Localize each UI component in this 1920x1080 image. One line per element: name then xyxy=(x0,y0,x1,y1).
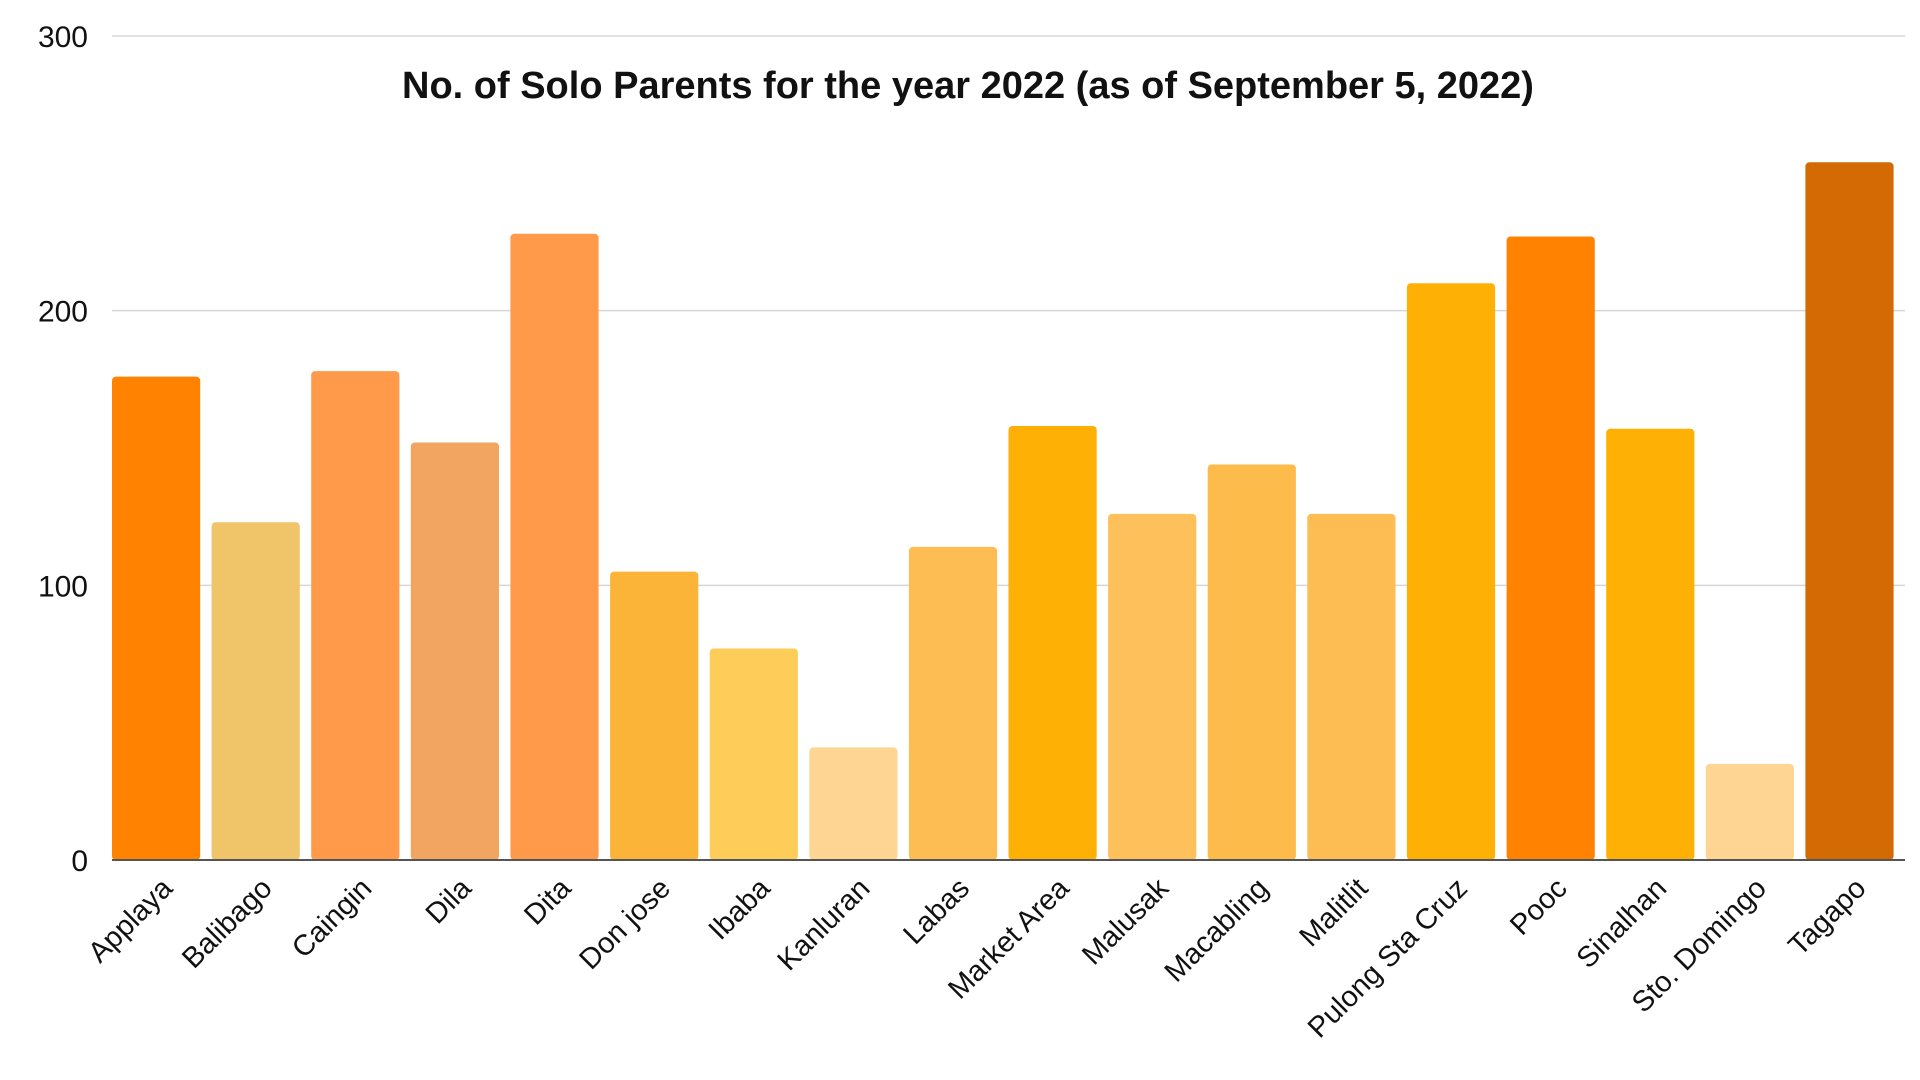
x-tick-label: Kanluran xyxy=(772,872,877,977)
y-tick-label: 200 xyxy=(38,296,88,329)
bar-market-area xyxy=(1008,426,1097,860)
bar-caingin xyxy=(311,371,400,860)
y-tick-label: 300 xyxy=(38,21,88,54)
bar-ibaba xyxy=(709,648,798,860)
x-tick-label: Labas xyxy=(897,872,975,950)
x-tick-label: Ibaba xyxy=(703,872,778,947)
y-tick-label: 0 xyxy=(71,845,88,878)
bar-kanluran xyxy=(809,747,898,860)
x-tick-label: Balibago xyxy=(176,872,278,974)
x-tick-label: Malusak xyxy=(1076,872,1175,971)
x-tick-label: Don jose xyxy=(573,872,677,976)
bar-sinalhan xyxy=(1606,428,1695,860)
bar-pooc xyxy=(1506,236,1595,860)
bar-pulong-sta-cruz xyxy=(1406,283,1496,860)
x-tick-label: Applaya xyxy=(82,872,179,969)
bar-applaya xyxy=(112,376,201,860)
bar-malitlit xyxy=(1307,513,1396,860)
bar-labas xyxy=(908,546,998,860)
bar-dila xyxy=(410,442,499,860)
x-tick-label: Pooc xyxy=(1504,872,1573,941)
x-tick-label: Sinalhan xyxy=(1571,872,1673,974)
bar-sto-domingo xyxy=(1705,763,1794,860)
bars xyxy=(112,162,1894,861)
chart-title: No. of Solo Parents for the year 2022 (a… xyxy=(402,65,1534,107)
bar-dita xyxy=(510,233,599,861)
x-tick-label: Caingin xyxy=(286,872,378,964)
bar-macabling xyxy=(1207,464,1296,860)
x-tick-label: Macabling xyxy=(1159,872,1275,988)
bar-balibago xyxy=(211,522,300,860)
x-tick-label: Malitlit xyxy=(1294,872,1375,953)
bar-don-jose xyxy=(610,571,699,860)
bar-tagapo xyxy=(1805,162,1894,861)
x-tick-label: Tagapo xyxy=(1783,872,1873,962)
y-tick-label: 100 xyxy=(38,570,88,603)
x-tick-label: Dila xyxy=(420,872,479,931)
y-axis-ticks: 0 100 200 300 xyxy=(38,21,88,878)
x-tick-label: Dita xyxy=(518,872,578,932)
bar-malusak xyxy=(1108,513,1197,860)
